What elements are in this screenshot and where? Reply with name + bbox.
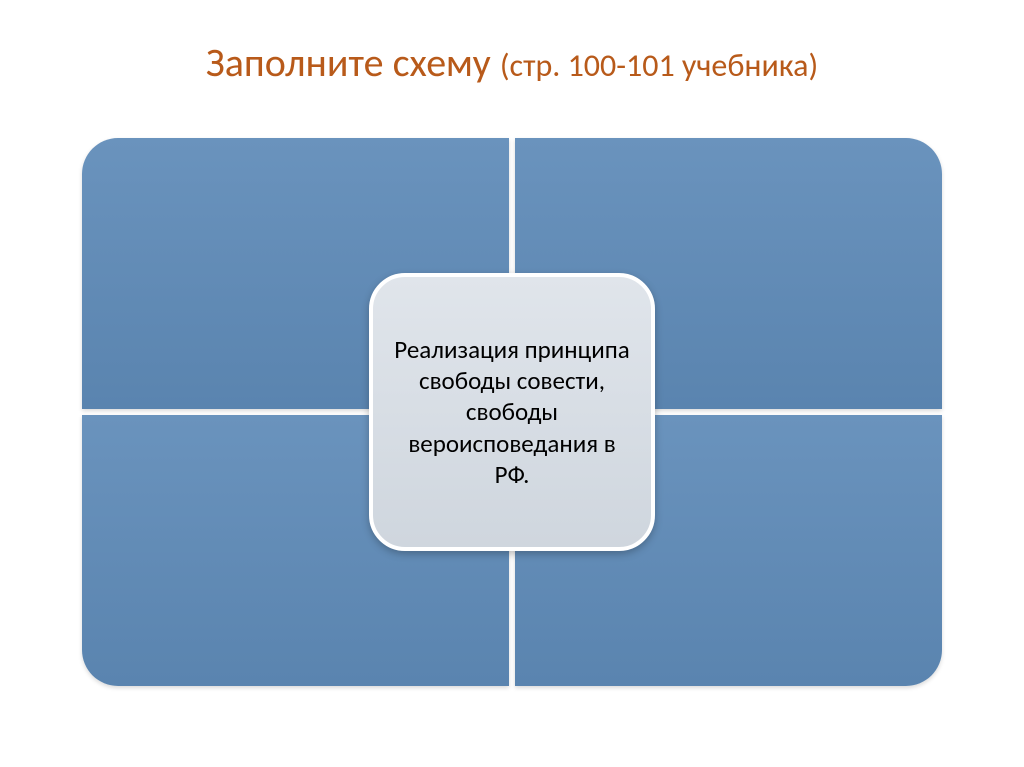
title-main-text: Заполните схему: [206, 38, 500, 87]
center-box: Реализация принципа свободы совести, сво…: [369, 273, 655, 551]
quadrant-diagram: Реализация принципа свободы совести, сво…: [82, 138, 942, 686]
center-text: Реализация принципа свободы совести, сво…: [393, 334, 631, 490]
slide-title: Заполните схему (стр. 100-101 учебника): [0, 0, 1024, 87]
title-sub-text: (стр. 100-101 учебника): [500, 46, 818, 85]
